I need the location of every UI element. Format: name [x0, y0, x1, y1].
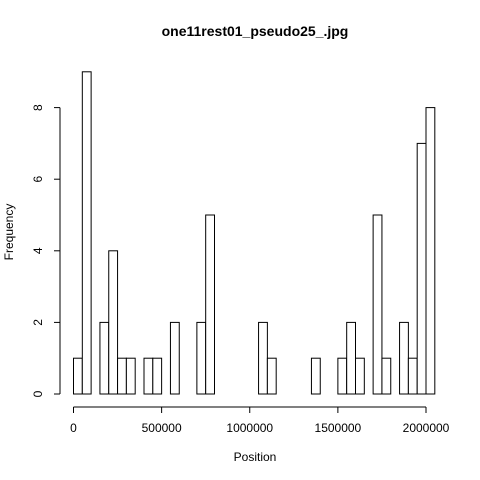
- x-tick-label: 0: [70, 421, 77, 435]
- histogram-bar: [108, 250, 119, 395]
- histogram-bar: [205, 214, 215, 395]
- y-tick-label: 6: [31, 176, 45, 183]
- histogram-bar: [407, 357, 418, 395]
- y-axis: 0 2 4 6 8: [31, 104, 61, 397]
- histogram-bar: [381, 357, 392, 395]
- histogram-bar: [266, 357, 277, 395]
- histogram-bar: [346, 321, 356, 395]
- histogram-bar: [169, 321, 180, 395]
- x-axis: 0 500000 1000000 1500000 2000000: [70, 406, 450, 435]
- histogram-bar: [416, 142, 427, 395]
- histogram-bar: [258, 321, 268, 395]
- histogram-bar: [99, 321, 110, 395]
- y-tick-label: 8: [31, 104, 45, 111]
- histogram-bar: [399, 321, 409, 395]
- x-tick-label: 1000000: [226, 421, 273, 435]
- y-tick-label: 4: [31, 247, 45, 254]
- histogram-bar: [117, 357, 127, 395]
- x-tick-label: 500000: [142, 421, 182, 435]
- histogram-bar: [152, 357, 163, 395]
- histogram-bar: [143, 357, 154, 395]
- y-tick-label: 0: [31, 390, 45, 397]
- chart-title: one11rest01_pseudo25_.jpg: [162, 23, 349, 39]
- histogram-bars: [73, 71, 436, 395]
- histogram-bar: [73, 357, 83, 395]
- histogram-bar: [337, 357, 348, 395]
- histogram-bar: [196, 321, 207, 395]
- x-tick-label: 2000000: [403, 421, 450, 435]
- histogram-bar: [355, 357, 365, 395]
- histogram-bar: [372, 214, 383, 395]
- x-tick-label: 1500000: [315, 421, 362, 435]
- x-axis-label: Position: [234, 450, 277, 464]
- histogram-bar: [125, 357, 136, 395]
- histogram-bar: [425, 107, 436, 395]
- histogram-bar: [310, 357, 321, 395]
- y-axis-label: Frequency: [2, 204, 16, 261]
- y-tick-label: 2: [31, 319, 45, 326]
- histogram-bar: [81, 71, 92, 395]
